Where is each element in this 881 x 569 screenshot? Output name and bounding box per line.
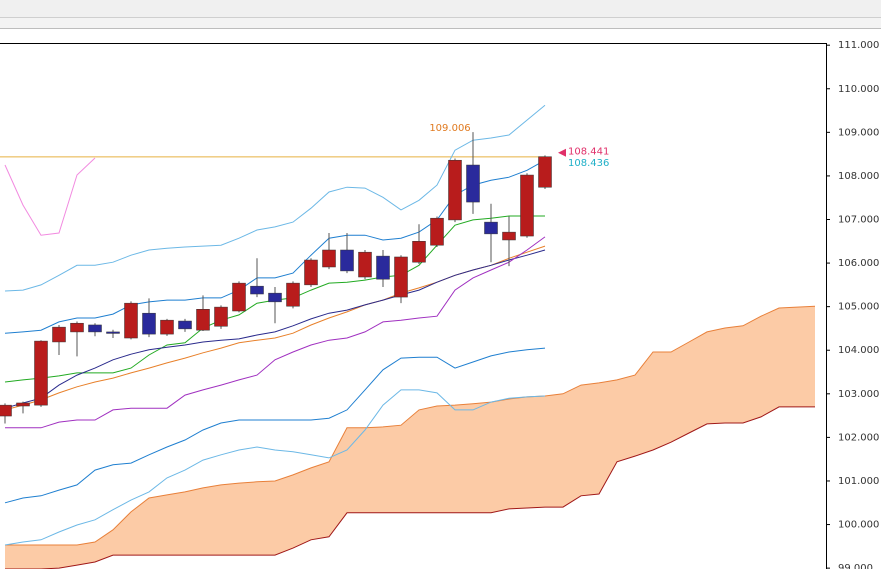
candle-body <box>214 306 228 327</box>
candle-body <box>430 217 444 246</box>
candle-body <box>448 159 462 221</box>
bid-label: 108.436 <box>568 158 609 169</box>
candle-body <box>178 320 192 330</box>
y-tick-label: 101.000 <box>838 476 879 487</box>
last-price-label: 108.441 <box>568 147 609 158</box>
y-tick-label: 107.000 <box>838 214 879 225</box>
candle-body <box>412 241 426 263</box>
candle-body <box>304 259 318 286</box>
indicator-line <box>4 347 546 504</box>
candle-body <box>502 231 516 241</box>
y-tick-label: 110.000 <box>838 84 879 95</box>
candle-body <box>358 251 372 278</box>
candle-body <box>268 292 282 303</box>
high-label: 109.006 <box>429 123 470 134</box>
candle-body <box>322 249 336 268</box>
tab-strip <box>0 18 881 28</box>
candle-body <box>142 312 156 335</box>
indicator-line <box>4 157 96 236</box>
candle-body <box>124 302 138 339</box>
candle-body <box>196 309 210 331</box>
candle-body <box>466 164 480 203</box>
candle-body <box>16 402 30 407</box>
candle-body <box>394 256 408 298</box>
candle-body <box>232 282 246 312</box>
indicator-line <box>4 104 546 292</box>
candle-body <box>160 319 174 335</box>
indicator-line <box>4 245 546 411</box>
price-axis: 99.000 100.000 101.000 102.000 103.000 104.00… <box>826 40 879 569</box>
candle-body <box>52 326 66 343</box>
indicator-line <box>4 389 546 546</box>
y-tick-label: 102.000 <box>838 432 879 443</box>
toolbar <box>0 0 881 18</box>
last-price-marker <box>558 148 566 157</box>
y-tick-label: 104.000 <box>838 345 879 356</box>
y-tick-label: 111.000 <box>838 40 879 51</box>
candle-body <box>70 322 84 333</box>
plot-area <box>0 104 816 569</box>
candle-body <box>34 340 48 406</box>
cloud-fill <box>5 306 815 569</box>
indicator-line <box>5 236 546 429</box>
candle-body <box>340 249 354 272</box>
candle-body <box>286 282 300 307</box>
candle-body <box>106 331 120 334</box>
candle-body <box>538 156 552 188</box>
candle-body <box>88 324 102 333</box>
y-tick-label: 103.000 <box>838 389 879 400</box>
indicator-line <box>4 249 546 409</box>
cloud-upper-span <box>5 305 816 546</box>
candle-body <box>484 221 498 235</box>
y-tick-label: 100.000 <box>838 520 879 531</box>
candle-body <box>0 404 12 417</box>
candle-body <box>376 255 390 280</box>
candle-body <box>520 174 534 237</box>
cloud-lower-span <box>5 406 815 569</box>
y-tick-label: 109.000 <box>838 127 879 138</box>
y-tick-label: 106.000 <box>838 258 879 269</box>
y-tick-label: 99.000 <box>838 563 873 569</box>
y-tick-label: 108.000 <box>838 171 879 182</box>
candle-body <box>250 285 264 295</box>
y-tick-label: 105.000 <box>838 302 879 313</box>
